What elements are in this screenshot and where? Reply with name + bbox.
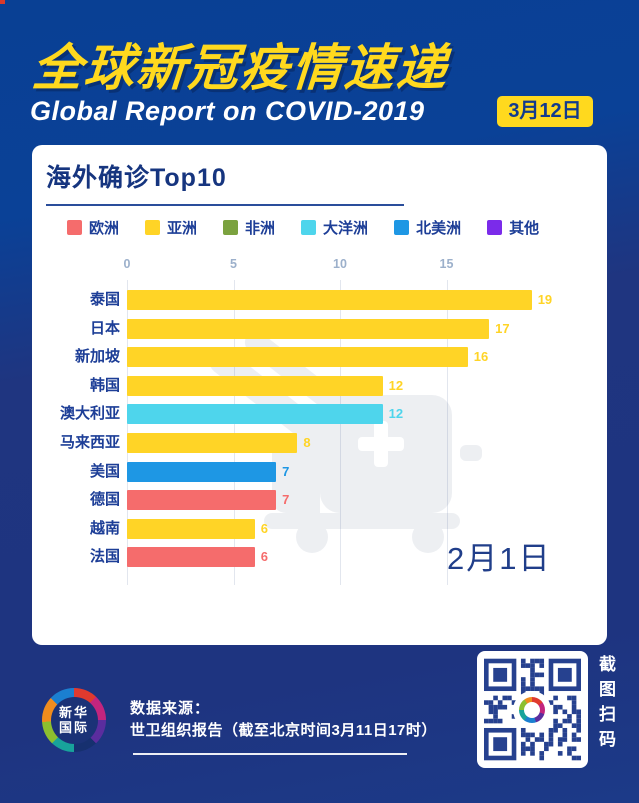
bar-label-3: 新加坡 (74, 348, 120, 366)
bar-value-5: 12 (388, 406, 404, 422)
legend-swatch (301, 220, 317, 235)
bar-label-10: 法国 (89, 548, 120, 566)
chart-legend: 欧洲 亚洲 非洲 大洋洲 北美洲 其他 (67, 217, 587, 238)
bar-label-8: 德国 (89, 491, 120, 509)
animation-date-watermark: 2月1日 (447, 541, 552, 576)
logo-text-line2: 国际 (58, 720, 89, 735)
bar-label-9: 越南 (89, 519, 120, 537)
legend-item-1: 欧洲 (67, 217, 119, 238)
data-source-detail: 世卫组织报告（截至北京时间3月11日17时） (130, 722, 437, 739)
legend-swatch (67, 220, 82, 235)
x-axis-tick: 15 (439, 257, 454, 271)
legend-item-6: 其他 (487, 217, 539, 238)
bar-label-1: 泰国 (89, 291, 120, 308)
bar-label-4: 韩国 (89, 376, 120, 394)
legend-label: 其他 (509, 220, 540, 237)
bar-value-4: 12 (388, 377, 404, 393)
bar-10 (127, 547, 255, 568)
bar-4 (127, 375, 383, 396)
bar-6 (127, 433, 298, 453)
bar-2 (127, 318, 490, 339)
source-underline (133, 753, 407, 755)
report-date-badge: 3月12日 (497, 96, 593, 127)
bar-label-7: 美国 (89, 462, 120, 480)
poster-title: 全球新冠疫情速递 (30, 40, 451, 96)
legend-item-3: 非洲 (223, 217, 275, 238)
bar-label-6: 马来西亚 (59, 434, 120, 451)
bar-chart-plot: 泰国 19 日本 17 新加坡 16 韩国 12 澳大利亚 12 马来西亚 8 美国 7 德国 7 越南 6 法国 6… (32, 145, 607, 645)
legend-label: 大洋洲 (323, 220, 369, 237)
legend-item-2: 亚洲 (145, 217, 197, 238)
bar-1 (127, 290, 532, 310)
bar-value-6: 8 (303, 435, 311, 450)
x-axis-tick: 10 (333, 257, 347, 271)
data-source-label: 数据来源： (130, 700, 211, 717)
logo-inner-circle: 新华 国际 (50, 696, 98, 744)
legend-item-5: 北美洲 (394, 217, 461, 238)
legend-swatch (394, 220, 410, 235)
gridline (340, 280, 341, 585)
bar-5 (127, 404, 383, 425)
chart-title-underline (46, 204, 404, 206)
gridline (127, 280, 128, 585)
x-axis-tick: 0 (123, 257, 131, 271)
legend-label: 非洲 (245, 220, 276, 237)
qr-caption-char: 截 (599, 655, 616, 674)
bar-label-2: 日本 (89, 319, 120, 337)
chart-card: 海外确诊Top10 欧洲 亚洲 非洲 大洋洲 北美洲 其他 泰国 19 日 (32, 145, 607, 645)
bar-value-1: 19 (537, 292, 553, 307)
legend-swatch (145, 220, 161, 235)
legend-item-4: 大洋洲 (301, 217, 368, 238)
legend-label: 欧洲 (89, 220, 120, 237)
x-axis-tick: 5 (230, 257, 237, 271)
qr-caption-char: 扫 (599, 705, 616, 724)
bar-value-8: 7 (282, 492, 290, 508)
qr-code (477, 651, 588, 768)
qr-caption: 截图扫码 (599, 656, 616, 749)
qr-center-logo-icon (515, 693, 549, 727)
bar-value-3: 16 (473, 349, 489, 365)
bar-value-2: 17 (495, 320, 510, 336)
logo-text-line1: 新华 (58, 705, 89, 720)
poster-subtitle: Global Report on COVID-2019 (30, 96, 425, 126)
bar-9 (127, 518, 255, 539)
bar-value-7: 7 (282, 463, 290, 479)
legend-label: 亚洲 (167, 220, 198, 237)
corner-artifact-dot (0, 0, 5, 4)
qr-pattern (484, 658, 581, 761)
legend-swatch (487, 220, 503, 235)
bar-3 (127, 347, 468, 368)
bar-7 (127, 461, 277, 482)
bar-8 (127, 490, 277, 511)
bar-value-9: 6 (260, 520, 269, 536)
bar-label-5: 澳大利亚 (59, 405, 120, 423)
gridline (446, 280, 448, 585)
qr-caption-char: 码 (599, 730, 616, 749)
chart-title: 海外确诊Top10 (46, 164, 227, 192)
legend-label: 北美洲 (416, 220, 462, 237)
legend-swatch (223, 220, 239, 235)
gridline (233, 280, 235, 585)
xinhua-international-logo: 新华 国际 (42, 688, 106, 752)
bar-value-10: 6 (260, 549, 269, 565)
qr-caption-char: 图 (599, 680, 616, 699)
